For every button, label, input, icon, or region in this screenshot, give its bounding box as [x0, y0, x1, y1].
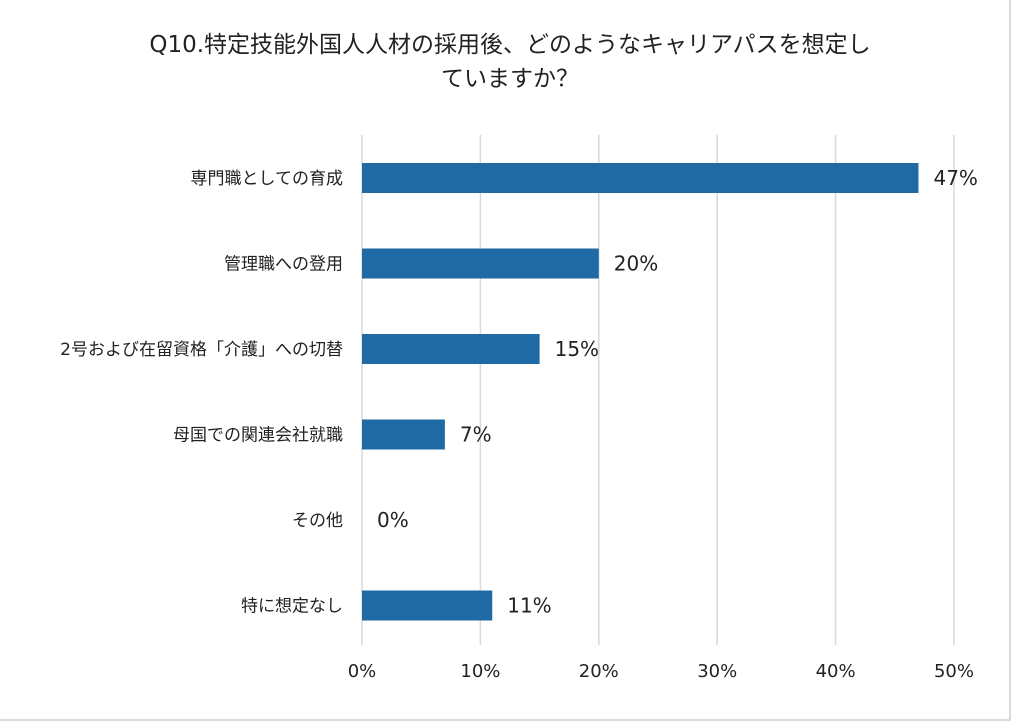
category-label: 特に想定なし	[241, 597, 343, 617]
chart-title-line-1: Q10.特定技能外国人人材の採用後、どのようなキャリアパスを想定し	[149, 32, 871, 58]
category-label: 母国での関連会社就職	[173, 426, 343, 446]
data-label: 7%	[460, 423, 492, 447]
category-label: その他	[292, 511, 343, 531]
data-label: 47%	[933, 166, 977, 190]
bar	[362, 419, 445, 450]
chart-title: Q10.特定技能外国人人材の採用後、どのようなキャリアパスを想定し ていますか？	[60, 28, 960, 96]
category-label: 管理職への登用	[224, 255, 343, 275]
data-label: 0%	[377, 508, 409, 532]
data-label: 20%	[614, 252, 658, 276]
x-tick-label: 40%	[816, 661, 856, 682]
x-tick-label: 0%	[348, 661, 377, 682]
bar	[362, 163, 919, 193]
x-tick-label: 10%	[460, 661, 500, 682]
chart-title-line-2: ていますか？	[441, 66, 579, 92]
category-label: 専門職としての育成	[191, 169, 344, 189]
bar	[362, 248, 599, 279]
x-tick-label: 30%	[697, 661, 737, 682]
data-label: 15%	[555, 337, 599, 361]
bar	[362, 590, 493, 621]
category-label: 2号および在留資格「介護」への切替	[60, 340, 343, 360]
x-tick-label: 50%	[934, 661, 974, 682]
x-tick-label: 20%	[579, 661, 619, 682]
data-label: 11%	[507, 594, 551, 618]
bar	[362, 334, 540, 364]
